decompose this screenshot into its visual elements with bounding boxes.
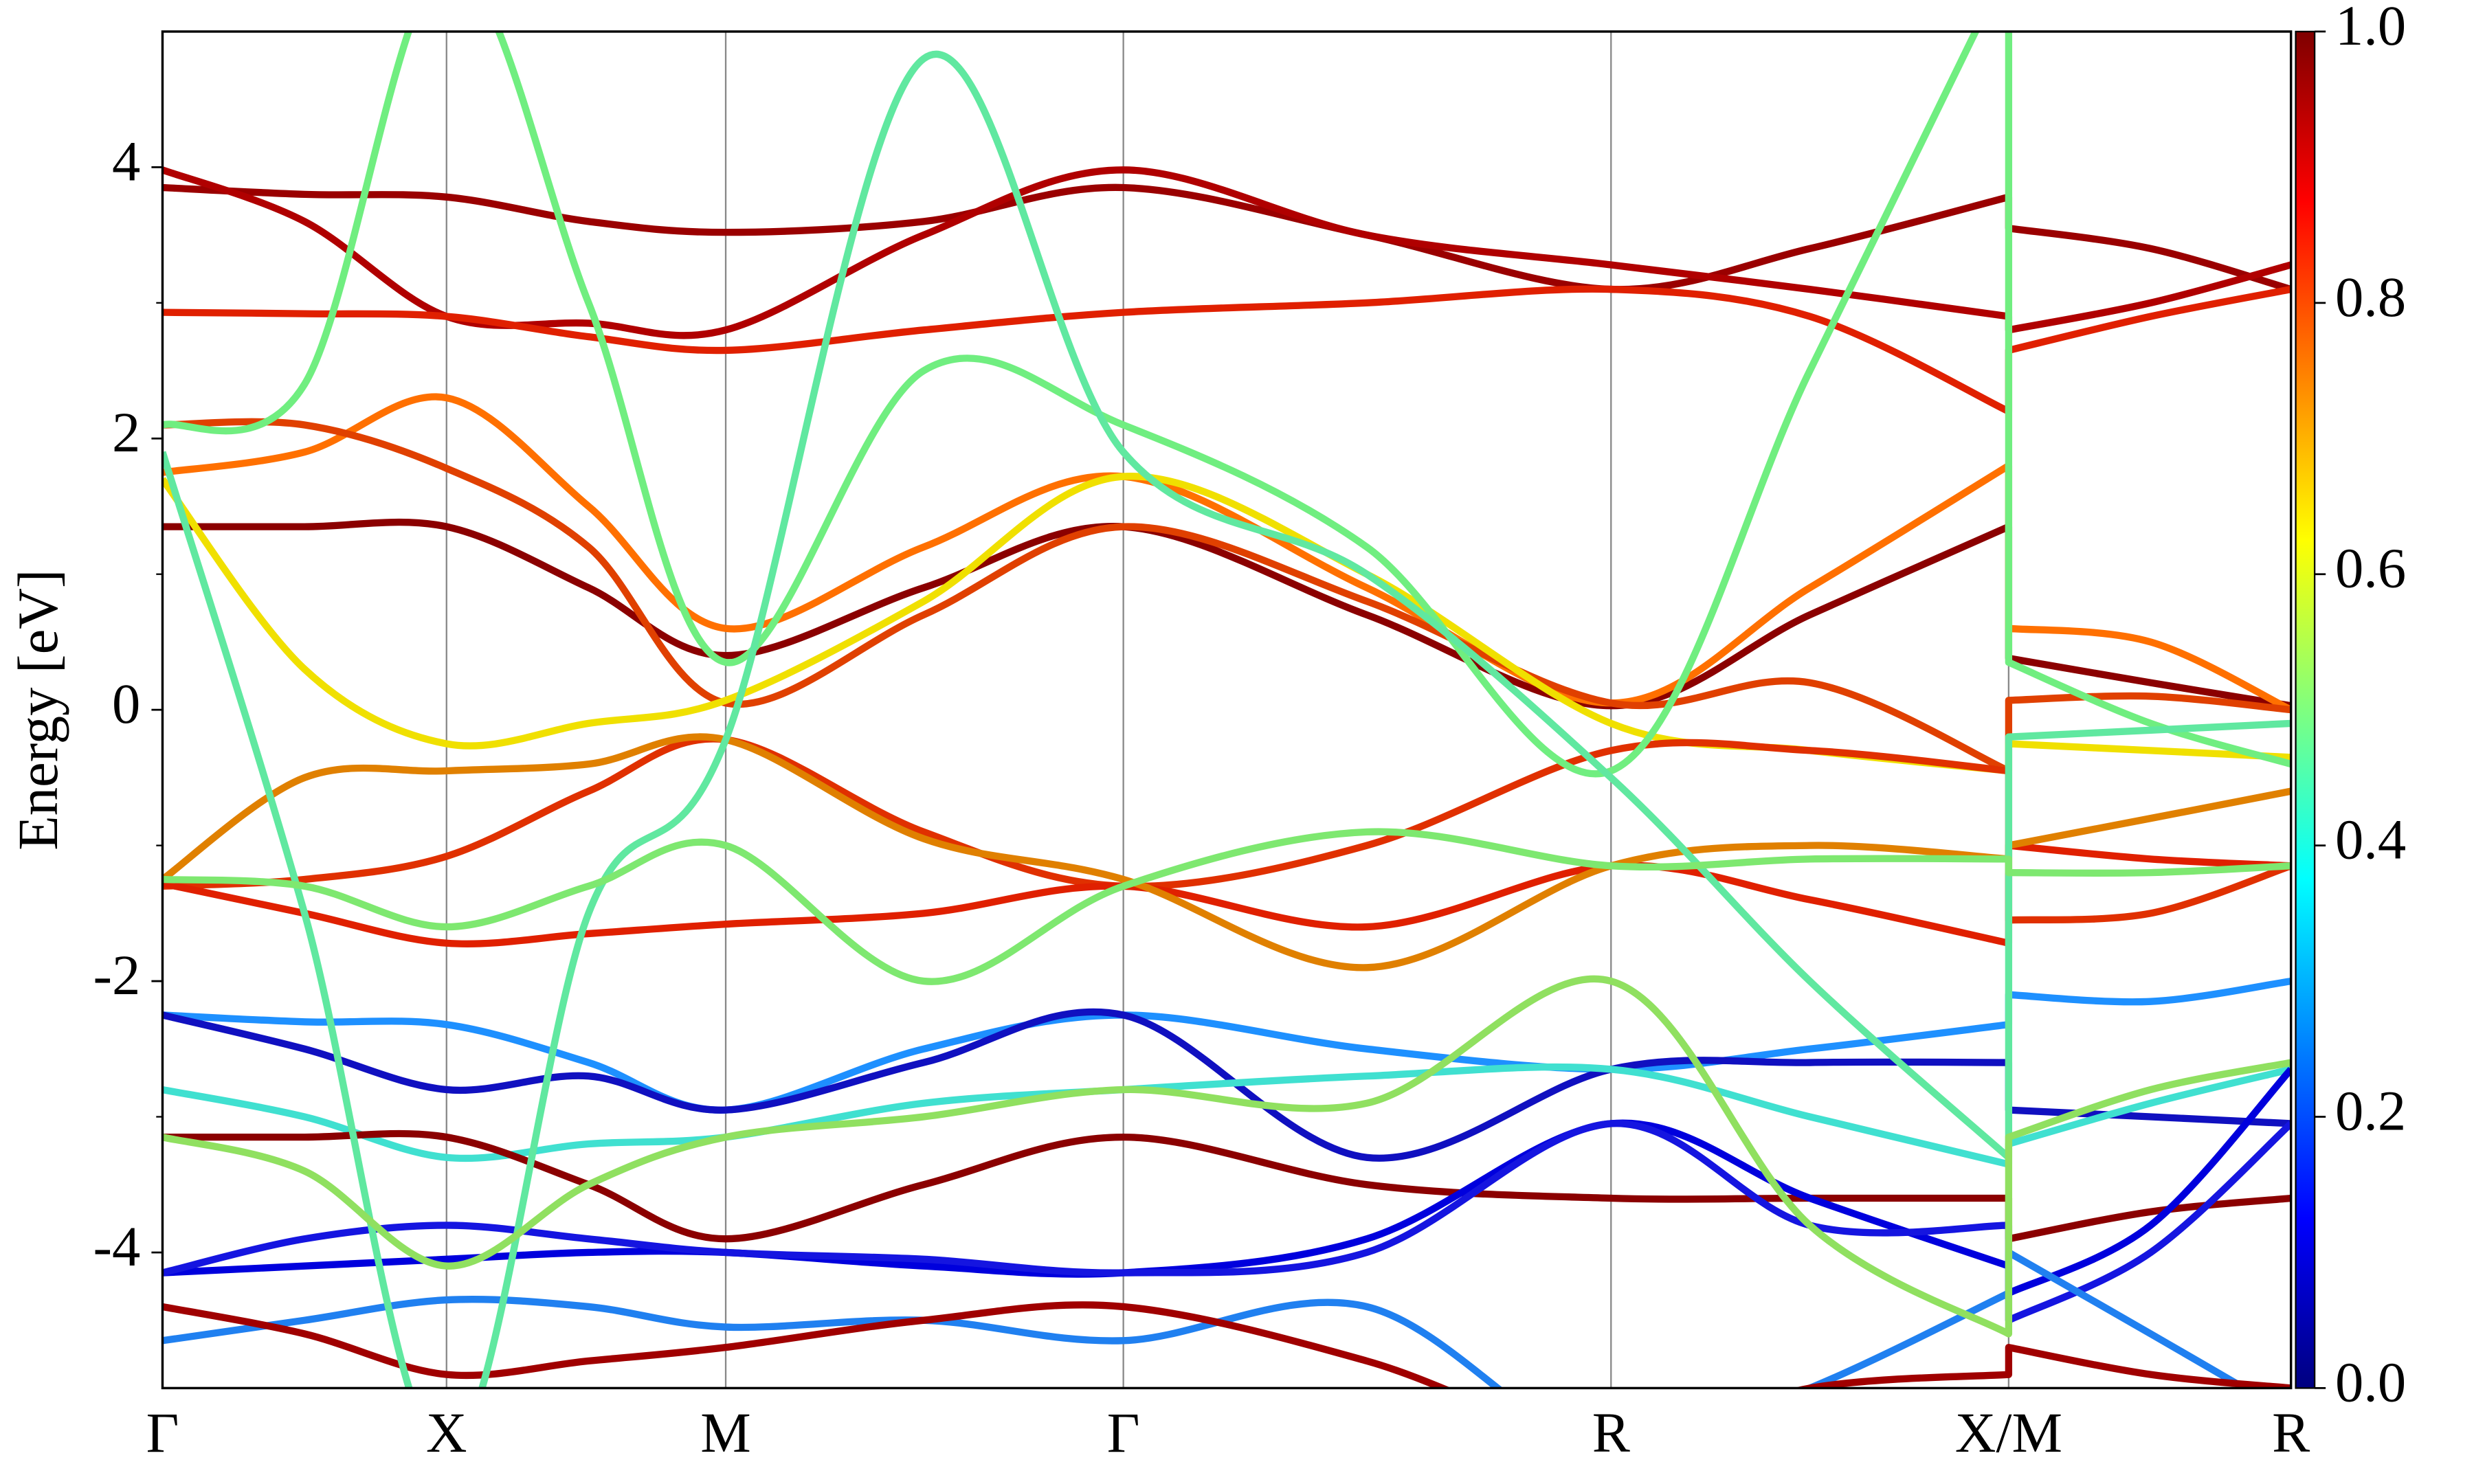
band-line: [162, 1248, 2252, 1389]
band-line: [162, 518, 2291, 710]
y-tick-label: 4: [112, 129, 140, 192]
band-line: [162, 418, 2291, 775]
x-tick-label: Γ: [146, 1401, 179, 1464]
y-tick-label: -2: [93, 943, 140, 1007]
colorbar-tick-label: 0.6: [2335, 537, 2406, 600]
band-line: [162, 828, 2291, 985]
y-tick-label: 2: [112, 401, 140, 464]
band-line: [162, 183, 2291, 293]
y-tick-label: -4: [93, 1215, 140, 1278]
y-axis-label: Energy [eV]: [6, 570, 69, 851]
band-line: [162, 977, 2291, 1114]
colorbar: [2295, 30, 2316, 1389]
colorbar-tick-label: 0.4: [2335, 808, 2406, 871]
x-tick-label: X/M: [1955, 1401, 2062, 1464]
y-tick-label: 0: [112, 672, 140, 735]
band-line: [162, 285, 2291, 415]
band-line: [162, 1129, 2291, 1243]
colorbar-tick-label: 0.0: [2335, 1350, 2406, 1413]
x-tick-label: R: [1592, 1401, 1630, 1464]
band-line: [162, 842, 2291, 947]
colorbar-tick-label: 0.8: [2335, 265, 2406, 328]
x-tick-label: Γ: [1107, 1401, 1140, 1464]
band-line: [162, 975, 2291, 1338]
band-line: [162, 1008, 2291, 1162]
band-line: [162, 1063, 2291, 1168]
x-tick-label: X: [426, 1401, 467, 1464]
colorbar-tick-label: 0.2: [2335, 1079, 2406, 1142]
band-line: [162, 31, 2291, 778]
band-line: [162, 1301, 2291, 1389]
x-tick-label: M: [700, 1401, 750, 1464]
band-line: [162, 735, 2291, 924]
colorbar-tick-label: 1.0: [2335, 0, 2406, 57]
x-tick-label: R: [2272, 1401, 2310, 1464]
